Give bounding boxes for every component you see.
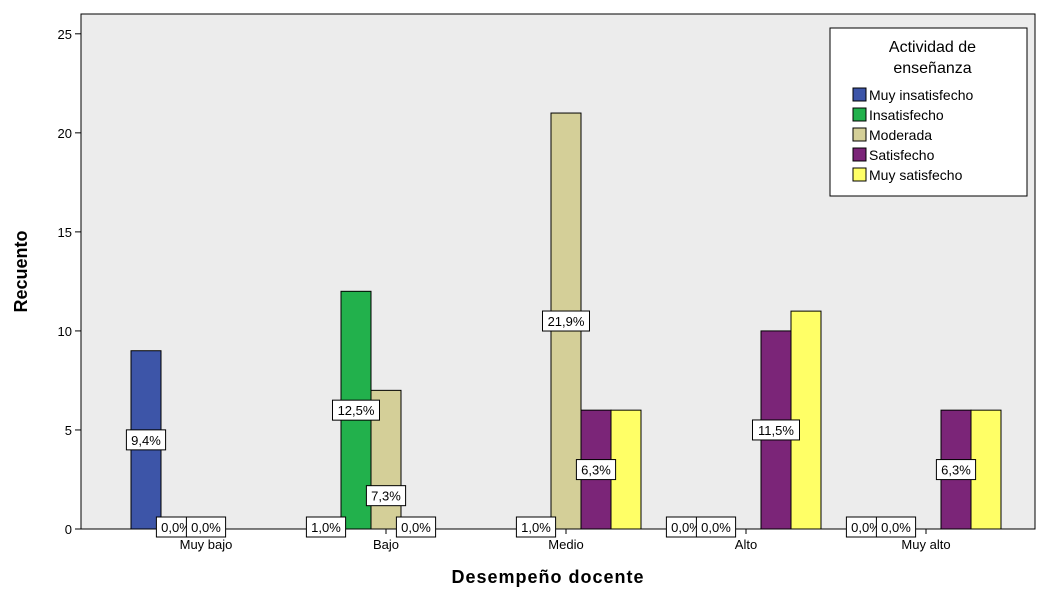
y-axis-title: Recuento [11,230,31,312]
y-axis: 0 5 10 15 20 25 [58,27,81,537]
data-label: 7,3% [365,485,407,507]
data-label-box [542,310,590,332]
y-tick-label: 5 [65,423,72,438]
data-label-text: 1,0% [521,520,551,535]
x-tick-label: Muy alto [901,537,950,552]
y-tick-label: 10 [58,324,72,339]
data-label: 0,0% [665,516,707,538]
data-label-box [332,399,380,421]
x-tick-label: Medio [548,537,583,552]
data-label-box [305,516,347,538]
legend-item: Insatisfecho [852,107,944,123]
data-label-box [752,419,800,441]
data-label: 0,0% [875,516,917,538]
data-label: 0,0% [845,516,887,538]
data-label-text: 6,3% [581,463,611,478]
legend-label: Muy insatisfecho [869,87,973,103]
data-label-text: 9,4% [131,433,161,448]
legend-label: Moderada [869,127,932,143]
data-label-text: 21,9% [548,314,585,329]
data-label-text: 0,0% [191,520,221,535]
legend-swatch [852,107,867,122]
legend-swatch [852,147,867,162]
data-label: 6,3% [575,459,617,481]
data-label-text: 0,0% [401,520,431,535]
legend-title: enseñanza [893,60,971,77]
data-label-box [695,516,737,538]
data-label: 12,5% [332,399,380,421]
legend-title: Actividad de [889,39,976,56]
data-label-box [125,429,167,451]
legend-item: Muy satisfecho [852,167,963,183]
data-label-text: 11,5% [758,423,794,438]
data-label-text: 0,0% [161,520,191,535]
x-axis-title: Desempeño docente [451,567,644,587]
y-tick-label: 25 [58,27,72,42]
legend-swatch [852,127,867,142]
y-tick-label: 0 [65,522,72,537]
legend-label: Satisfecho [869,147,935,163]
legend-swatch [852,167,867,182]
data-label-box [185,516,227,538]
data-label-box [365,485,407,507]
legend-item: Moderada [852,127,932,143]
y-tick-label: 15 [58,225,72,240]
data-label-text: 0,0% [701,520,731,535]
data-label: 1,0% [515,516,557,538]
x-tick-label: Alto [735,537,757,552]
x-axis: Muy bajo Bajo Medio Alto Muy alto [180,529,951,552]
data-label: 11,5% [752,419,800,441]
data-label: 21,9% [542,310,590,332]
x-tick-label: Muy bajo [180,537,233,552]
legend-swatch [852,87,867,102]
legend-items: Muy insatisfecho Insatisfecho Moderada Sati… [852,87,973,183]
data-label: 0,0% [695,516,737,538]
data-label-box [935,459,977,481]
data-label: 0,0% [185,516,227,538]
data-label-text: 6,3% [941,463,971,478]
data-label-text: 12,5% [338,403,375,418]
data-label-box [875,516,917,538]
data-label-box [575,459,617,481]
data-label: 0,0% [395,516,437,538]
data-label-text: 1,0% [311,520,341,535]
legend-item: Satisfecho [852,147,935,163]
data-label-box [395,516,437,538]
data-label: 9,4% [125,429,167,451]
data-label-text: 0,0% [671,520,701,535]
data-label: 6,3% [935,459,977,481]
data-label: 1,0% [305,516,347,538]
legend: Actividad de enseñanza Muy insatisfecho I… [829,27,1028,197]
data-label-box [515,516,557,538]
data-label-text: 7,3% [371,489,401,504]
x-tick-label: Bajo [373,537,399,552]
data-label-text: 0,0% [851,520,881,535]
legend-label: Insatisfecho [869,107,944,123]
data-label-text: 0,0% [881,520,911,535]
data-label: 0,0% [155,516,197,538]
data-labels-layer: 9,4%0,0% 0,0% 1,0%12,5%7,3%0,0% 1,0%21,9%6,… [125,310,977,538]
legend-item: Muy insatisfecho [852,87,973,103]
legend-label: Muy satisfecho [869,167,963,183]
y-tick-label: 20 [58,126,72,141]
